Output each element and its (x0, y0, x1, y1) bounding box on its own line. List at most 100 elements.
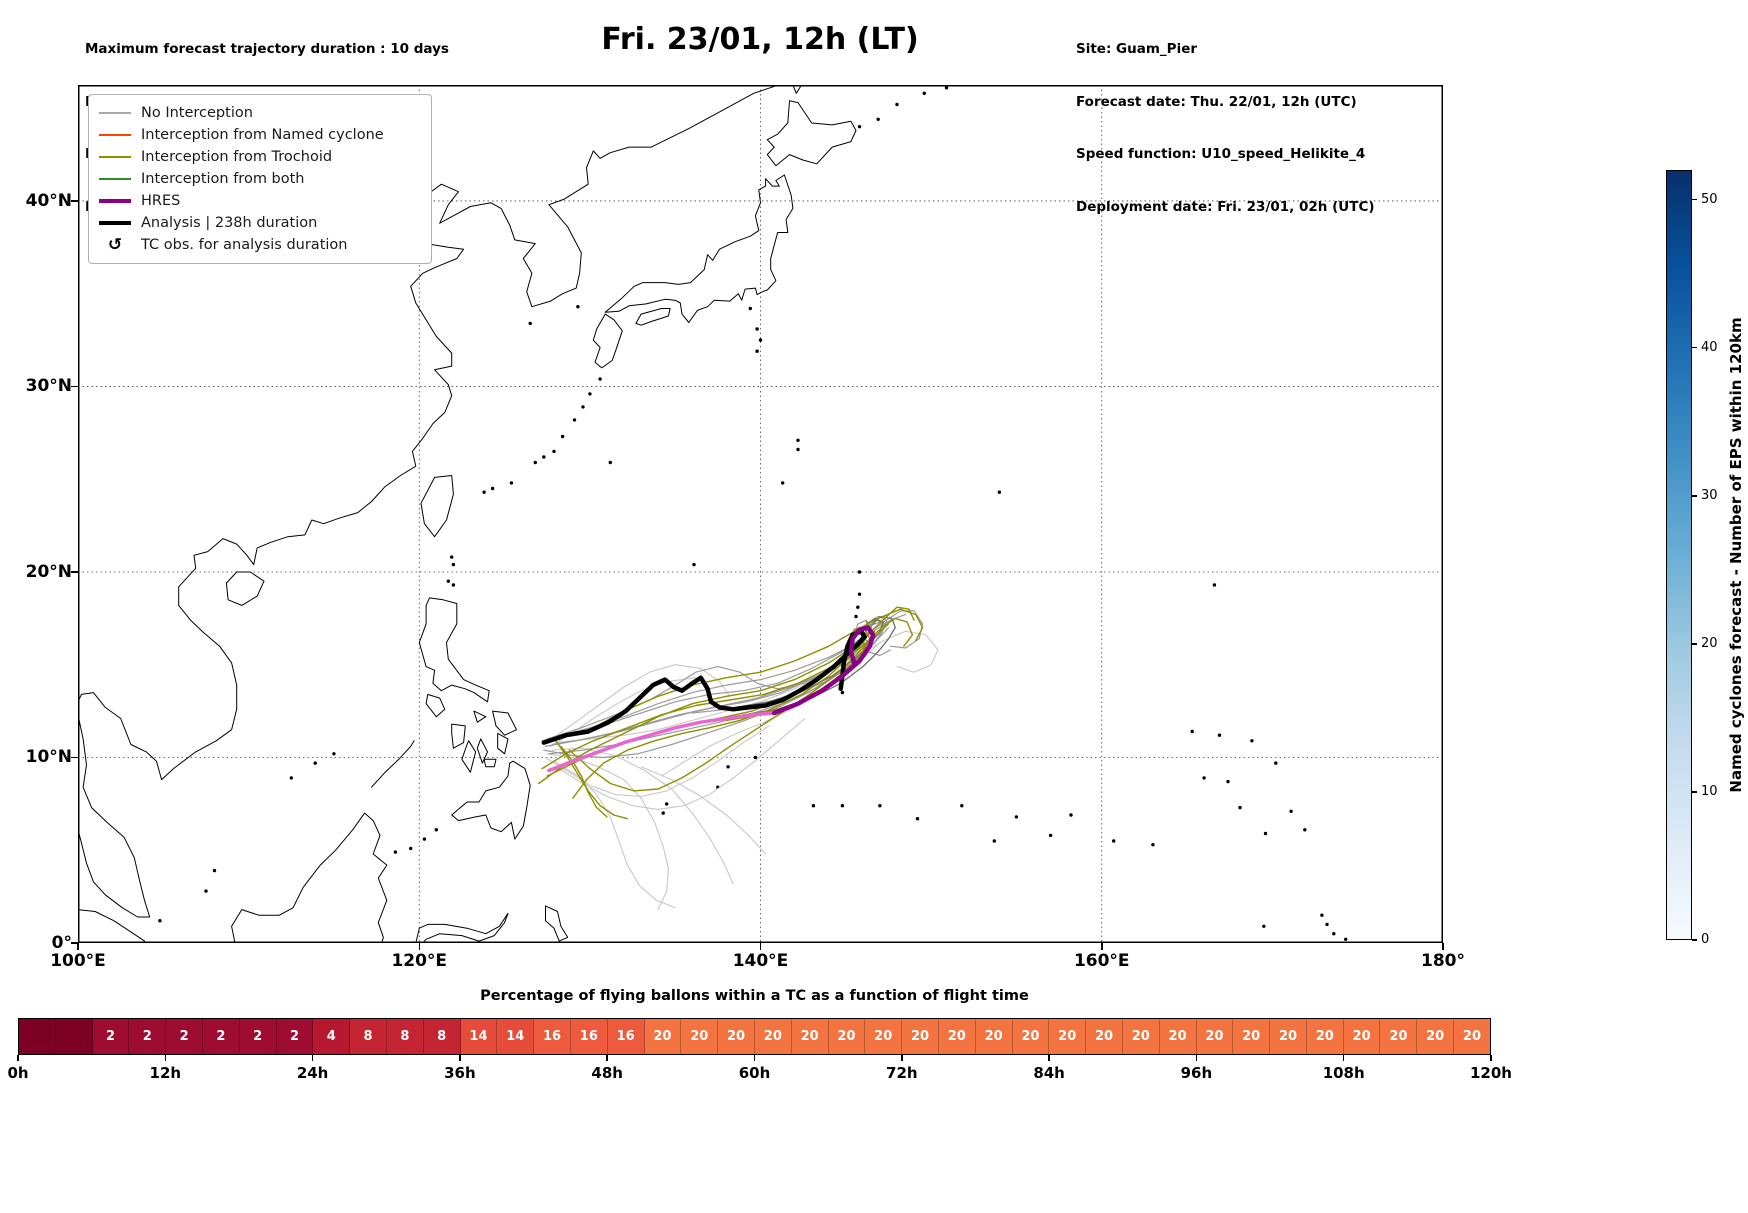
island-dot (552, 449, 556, 454)
trajectory-no-interception (551, 747, 734, 885)
strip-cell: 20 (1343, 1019, 1381, 1054)
island-dot (857, 592, 862, 596)
hour-tick-label: 96h (1180, 1064, 1213, 1082)
map-plot: No Interception Interception from Named c… (78, 85, 1443, 943)
island-dot (542, 455, 546, 459)
island-dot (1151, 843, 1155, 847)
hour-tick (753, 1055, 756, 1061)
colorbar-tick (1692, 643, 1697, 645)
x-axis-tick-label: 180° (1421, 951, 1465, 971)
legend-line-sample (99, 134, 131, 136)
strip-cell: 4 (313, 1019, 351, 1054)
island-dot (1344, 937, 1348, 941)
y-axis-tick-label: 20°N (25, 561, 72, 582)
colorbar-tick (1692, 939, 1697, 941)
coastline (492, 710, 517, 736)
island-dot (158, 919, 162, 923)
flight-strip-caption: Percentage of flying ballons within a TC… (480, 988, 1029, 1004)
island-dot (581, 405, 585, 409)
y-axis-tick (71, 756, 78, 759)
trajectory-trochoid (538, 606, 915, 785)
trajectory-hres-early (547, 711, 776, 773)
island-dot (1226, 779, 1230, 784)
island-dot (451, 562, 456, 567)
trajectory-no-interception (640, 766, 767, 855)
legend-line (99, 112, 131, 114)
trajectory-no-interception (548, 664, 731, 742)
strip-cell: 20 (865, 1019, 903, 1054)
hour-tick-label: 0h (7, 1064, 29, 1082)
island-dot (533, 460, 537, 465)
island-dot (915, 817, 920, 821)
strip-cell: 20 (1233, 1019, 1271, 1054)
island-dot (753, 755, 758, 760)
island-dot (393, 850, 398, 854)
strip-cell: 2 (239, 1019, 277, 1054)
hour-tick-label: 12h (149, 1064, 182, 1082)
island-dot (1069, 813, 1073, 817)
island-dot (755, 349, 759, 353)
legend-item-label: No Interception (141, 105, 253, 121)
strip-cell: 20 (718, 1019, 755, 1054)
legend-item-label: Interception from Named cyclone (141, 127, 384, 143)
strip-cell: 20 (1454, 1019, 1490, 1054)
island-dot (560, 434, 565, 439)
island-dot (878, 804, 882, 808)
coastline (415, 912, 509, 943)
trajectory-trochoid (541, 623, 890, 770)
island-dot (490, 486, 495, 491)
strip-cell (19, 1019, 56, 1054)
coastline (78, 909, 145, 942)
island-dot (1303, 828, 1307, 832)
island-dot (422, 837, 427, 841)
island-dot (289, 776, 293, 780)
strip-cell: 20 (902, 1019, 939, 1054)
strip-cell: 20 (828, 1019, 866, 1054)
coastline (78, 714, 151, 918)
legend-item-label: Analysis | 238h duration (141, 215, 318, 231)
legend-item-label: Interception from both (141, 171, 305, 187)
hour-tick (1342, 1055, 1345, 1061)
island-dot (598, 377, 602, 381)
strip-cell: 20 (1012, 1019, 1050, 1054)
island-dot (528, 321, 532, 326)
info-line: Site: Guam_Pier (1076, 41, 1198, 57)
island-dot (1202, 776, 1206, 780)
hour-tick (1195, 1055, 1198, 1061)
legend-line (99, 178, 131, 180)
strip-cell: 20 (1417, 1019, 1455, 1054)
y-axis-tick (71, 942, 78, 944)
colorbar-label: Named cyclones forecast - Number of EPS … (1727, 317, 1745, 793)
coastline (231, 812, 388, 943)
island-dot (781, 481, 785, 485)
legend-items: No Interception Interception from Named c… (99, 102, 417, 256)
coastline (473, 710, 487, 723)
hour-tick (311, 1055, 314, 1061)
colorbar-tick-label: 20 (1701, 635, 1718, 651)
coastline (78, 85, 780, 781)
island-dot (1048, 833, 1053, 838)
coastline (604, 174, 794, 323)
legend-item: HRES (99, 190, 417, 212)
y-axis-tick-label: 30°N (25, 376, 72, 397)
y-axis-tick-label: 10°N (25, 747, 72, 768)
island-dot (992, 839, 996, 843)
x-axis-tick-label: 140°E (732, 951, 789, 971)
coastline (451, 760, 531, 840)
strip-cell: 14 (460, 1019, 498, 1054)
colorbar-tick-label: 50 (1701, 191, 1718, 207)
island-dot (1332, 932, 1336, 936)
legend-line-sample (99, 178, 131, 180)
flight-time-strip: 2 2 2 2 2 2 4 8 8 8 14 14 16 16 16 20 20 20 20 20 20 20 20 20 20… (18, 1018, 1491, 1055)
legend-line (99, 156, 131, 158)
colorbar-tick (1692, 346, 1697, 349)
island-dot (758, 338, 763, 342)
island-dot (409, 846, 413, 851)
strip-cell: 20 (644, 1019, 682, 1054)
island-dot (332, 752, 336, 756)
strip-cell: 20 (1122, 1019, 1160, 1054)
legend-item: No Interception (99, 102, 417, 124)
legend-item: Interception from Trochoid (99, 146, 417, 168)
y-axis-tick (71, 571, 78, 573)
coastline (420, 475, 454, 538)
